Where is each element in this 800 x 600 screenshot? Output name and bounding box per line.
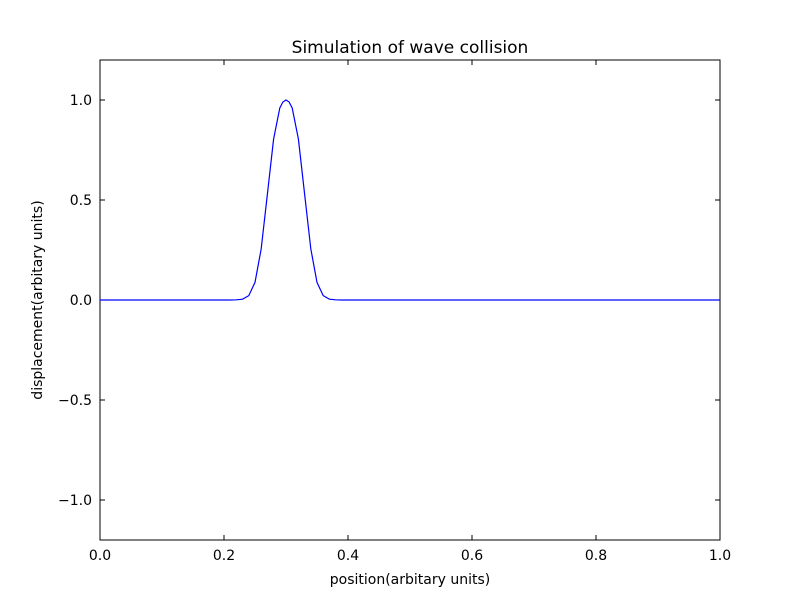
y-tick-label: 1.0 bbox=[70, 93, 92, 109]
x-axis-ticks: 0.0 0.2 0.4 0.6 0.8 1.0 bbox=[89, 60, 731, 564]
x-tick-label: 0.8 bbox=[585, 548, 607, 564]
x-tick-label: 0.6 bbox=[461, 548, 483, 564]
series-group bbox=[100, 99, 720, 301]
x-axis-label: position(arbitary units) bbox=[330, 572, 490, 588]
y-tick-label: −0.5 bbox=[58, 393, 92, 409]
series-line bbox=[100, 99, 720, 301]
x-tick-label: 0.4 bbox=[337, 548, 359, 564]
plot-area: 0.0 0.2 0.4 0.6 0.8 1.0 −1.0 −0.5 0.0 0.5 1.0 bbox=[58, 59, 731, 564]
y-axis-label: displacement(arbitary units) bbox=[30, 200, 46, 399]
y-tick-label: 0.0 bbox=[70, 293, 92, 309]
x-tick-label: 1.0 bbox=[709, 548, 731, 564]
y-tick-label: −1.0 bbox=[58, 493, 92, 509]
x-tick-label: 0.0 bbox=[89, 548, 111, 564]
y-tick-label: 0.5 bbox=[70, 193, 92, 209]
y-axis-ticks: −1.0 −0.5 0.0 0.5 1.0 bbox=[58, 93, 720, 509]
chart-title: Simulation of wave collision bbox=[292, 38, 529, 58]
x-tick-label: 0.2 bbox=[213, 548, 235, 564]
